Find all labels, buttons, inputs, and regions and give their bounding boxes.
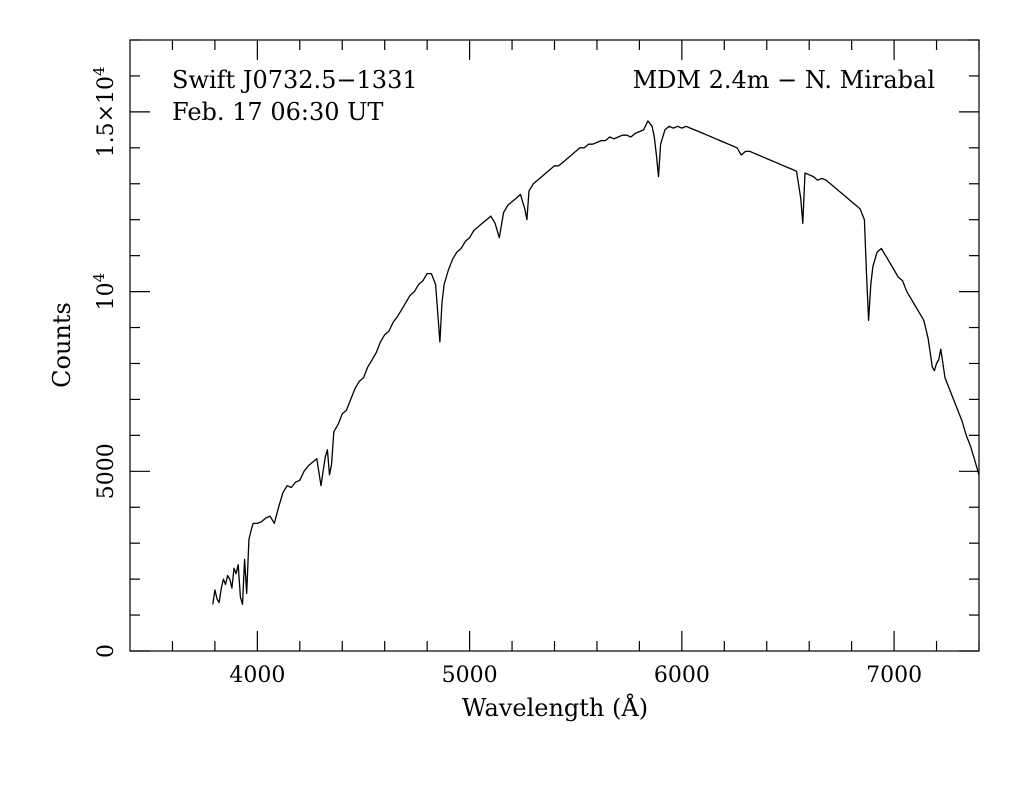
date-annotation: Feb. 17 06:30 UT — [172, 98, 383, 126]
x-tick-labels: 4000 5000 6000 7000 — [229, 663, 922, 688]
y-tick-label: 104 — [90, 273, 119, 311]
x-axis-title: Wavelength (Å) — [462, 693, 648, 722]
telescope-annotation: MDM 2.4m − N. Mirabal — [633, 66, 935, 94]
x-tick-label: 7000 — [866, 663, 922, 688]
x-tick-label: 5000 — [442, 663, 498, 688]
y-tick-label: 0 — [94, 644, 119, 658]
plot-frame — [129, 39, 980, 652]
x-tick-label: 6000 — [654, 663, 710, 688]
y-tick-labels: 0 5000 104 1.5×104 — [90, 66, 119, 658]
y-tick-label: 5000 — [94, 443, 119, 499]
spectrum-line — [212, 120, 980, 605]
object-annotation: Swift J0732.5−1331 — [172, 66, 418, 94]
y-tick-label: 1.5×104 — [90, 66, 119, 157]
axis-ticks — [130, 39, 980, 652]
y-axis-title: Counts — [48, 302, 76, 388]
x-tick-label: 4000 — [229, 663, 285, 688]
